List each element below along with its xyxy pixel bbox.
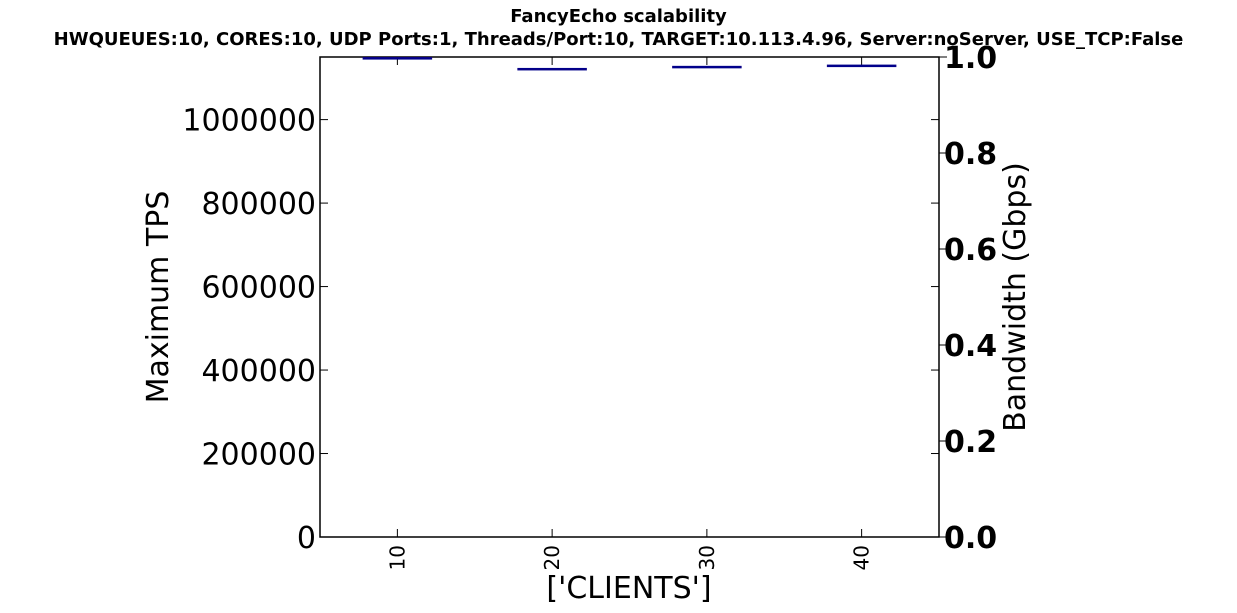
box-plot xyxy=(672,65,742,69)
x-tick-label: 20 xyxy=(540,545,564,570)
y-axis-right: 0.0 0.2 0.4 0.6 0.8 1.0 xyxy=(939,41,997,556)
y-axis-label: Maximum TPS xyxy=(141,191,176,404)
box-plot xyxy=(362,57,433,60)
x-tick-label: 30 xyxy=(695,545,719,570)
box-plot xyxy=(826,64,897,68)
y2-tick-label: 0.0 xyxy=(944,521,997,556)
y-tick-label: 200000 xyxy=(201,438,316,473)
y2-tick-label: 0.6 xyxy=(944,233,997,268)
y2-tick-label: 1.0 xyxy=(944,41,997,76)
plot-area xyxy=(319,56,940,538)
y-axis-left: 0 200000 400000 600000 800000 1000000 xyxy=(182,104,939,556)
y-tick-label: 1000000 xyxy=(182,104,316,139)
chart-subtitle: HWQUEUES:10, CORES:10, UDP Ports:1, Thre… xyxy=(53,29,1184,50)
box-plot xyxy=(517,67,587,71)
box-series xyxy=(362,57,897,71)
y-tick-label: 0 xyxy=(297,521,316,556)
chart-title: FancyEcho scalability xyxy=(510,6,727,27)
y2-tick-label: 0.8 xyxy=(944,137,997,172)
y-tick-label: 600000 xyxy=(201,271,316,306)
x-tick-label: 40 xyxy=(850,545,874,570)
x-axis: 10 20 30 40 xyxy=(385,57,874,570)
y-tick-label: 800000 xyxy=(201,187,316,222)
y2-axis-label: Bandwidth (Gbps) xyxy=(998,162,1033,432)
y2-tick-label: 0.2 xyxy=(944,425,997,460)
y2-tick-label: 0.4 xyxy=(944,329,997,364)
x-axis-label: ['CLIENTS'] xyxy=(546,571,711,606)
x-tick-label: 10 xyxy=(385,545,409,570)
plot-frame xyxy=(319,56,940,538)
y-tick-label: 400000 xyxy=(201,354,316,389)
